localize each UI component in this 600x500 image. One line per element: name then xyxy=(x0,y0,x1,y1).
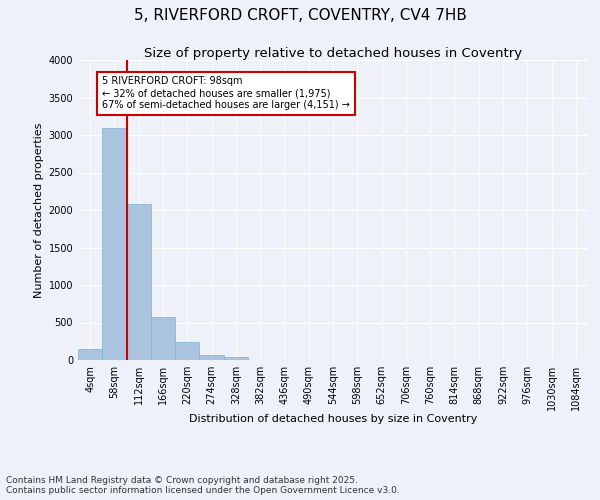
Bar xyxy=(127,204,151,360)
Text: Contains HM Land Registry data © Crown copyright and database right 2025.
Contai: Contains HM Land Registry data © Crown c… xyxy=(6,476,400,495)
Text: 5 RIVERFORD CROFT: 98sqm
← 32% of detached houses are smaller (1,975)
67% of sem: 5 RIVERFORD CROFT: 98sqm ← 32% of detach… xyxy=(102,76,350,110)
Text: 5, RIVERFORD CROFT, COVENTRY, CV4 7HB: 5, RIVERFORD CROFT, COVENTRY, CV4 7HB xyxy=(134,8,466,22)
Bar xyxy=(224,357,248,360)
Title: Size of property relative to detached houses in Coventry: Size of property relative to detached ho… xyxy=(144,47,522,60)
X-axis label: Distribution of detached houses by size in Coventry: Distribution of detached houses by size … xyxy=(189,414,477,424)
Bar xyxy=(102,128,127,360)
Bar xyxy=(78,349,102,360)
Bar xyxy=(151,318,175,360)
Bar xyxy=(175,342,199,360)
Y-axis label: Number of detached properties: Number of detached properties xyxy=(34,122,44,298)
Bar xyxy=(199,355,224,360)
